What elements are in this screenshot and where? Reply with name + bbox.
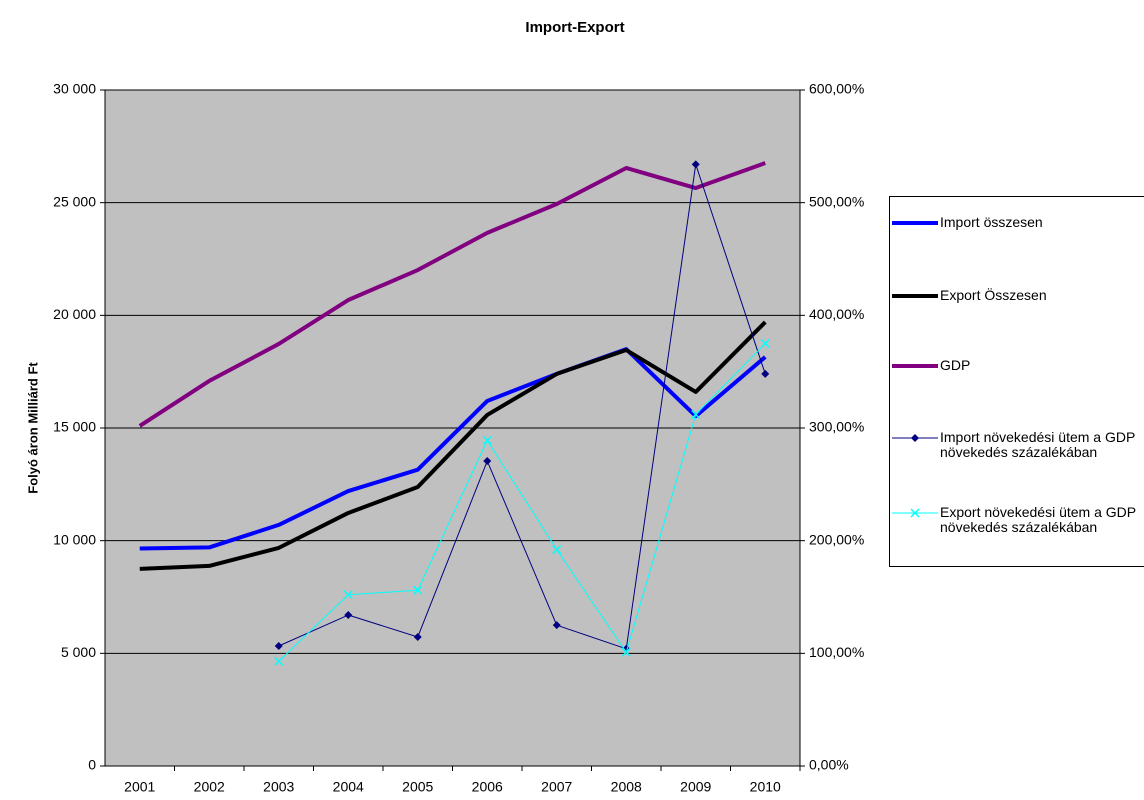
x-tick-label: 2001 (124, 779, 155, 795)
marker (413, 632, 422, 641)
legend-entry: Import növekedési ütem a GDP növekedés s… (890, 430, 1144, 460)
marker (911, 434, 919, 442)
x-tick-label: 2008 (611, 779, 642, 795)
x-tick-label: 2010 (750, 779, 781, 795)
legend: Import összesen Export Összesen GDP Import … (889, 196, 1144, 567)
x-tick-label: 2003 (263, 779, 294, 795)
y2-tick-label: 500,00% (809, 193, 864, 209)
legend-label: Import összesen (940, 214, 1043, 230)
series-line (278, 343, 766, 662)
y-tick-label: 25 000 (53, 193, 96, 209)
legend-swatch (892, 508, 938, 518)
series-line (278, 163, 766, 650)
series-line (139, 347, 767, 551)
y2-tick-label: 400,00% (809, 306, 864, 322)
marker (274, 642, 283, 651)
y-tick-label: 0 (88, 757, 96, 773)
marker (910, 508, 920, 518)
chart-title: Import-Export (525, 19, 624, 36)
y2-tick-label: 0,00% (809, 757, 849, 773)
marker (760, 338, 770, 349)
marker (691, 409, 701, 420)
y-tick-label: 30 000 (53, 81, 96, 97)
y-tick-label: 5 000 (61, 644, 96, 660)
legend-entry: Export Összesen (890, 288, 1144, 304)
y-tick-label: 10 000 (53, 531, 96, 547)
marker (483, 457, 492, 466)
y2-tick-label: 200,00% (809, 531, 864, 547)
marker (482, 435, 492, 445)
x-tick-label: 2009 (680, 779, 711, 795)
legend-swatch (892, 364, 938, 368)
marker (691, 160, 700, 169)
legend-swatch (892, 294, 938, 298)
x-tick-label: 2002 (194, 779, 225, 795)
y-axis-label: Folyó áron Milliárd Ft (25, 362, 40, 494)
legend-entry: Export növekedési ütem a GDP növekedés s… (890, 505, 1144, 535)
y-tick-label: 15 000 (53, 419, 96, 435)
legend-label: Export Összesen (940, 287, 1047, 303)
legend-entry: Import összesen (890, 215, 1144, 231)
y2-tick-label: 100,00% (809, 644, 864, 660)
marker (621, 647, 631, 657)
series-line (139, 320, 767, 571)
y2-tick-label: 300,00% (809, 419, 864, 435)
y2-tick-label: 600,00% (809, 81, 864, 97)
x-tick-label: 2006 (472, 779, 503, 795)
legend-label: Export növekedési ütem a GDP növekedés s… (940, 504, 1136, 535)
legend-swatch (892, 434, 938, 442)
y-tick-label: 20 000 (53, 306, 96, 322)
legend-label: GDP (940, 357, 971, 373)
marker (274, 656, 284, 666)
x-tick-label: 2007 (541, 779, 572, 795)
legend-label: Import növekedési ütem a GDP növekedés s… (940, 429, 1136, 460)
x-tick-label: 2005 (402, 779, 433, 795)
marker (552, 545, 562, 555)
marker (413, 585, 423, 595)
marker (761, 369, 770, 378)
marker (552, 621, 561, 630)
legend-swatch (892, 221, 938, 225)
marker (344, 611, 353, 620)
legend-entry: GDP (890, 358, 1144, 374)
series-line (138, 161, 766, 428)
marker (343, 590, 353, 600)
x-tick-label: 2004 (333, 779, 364, 795)
